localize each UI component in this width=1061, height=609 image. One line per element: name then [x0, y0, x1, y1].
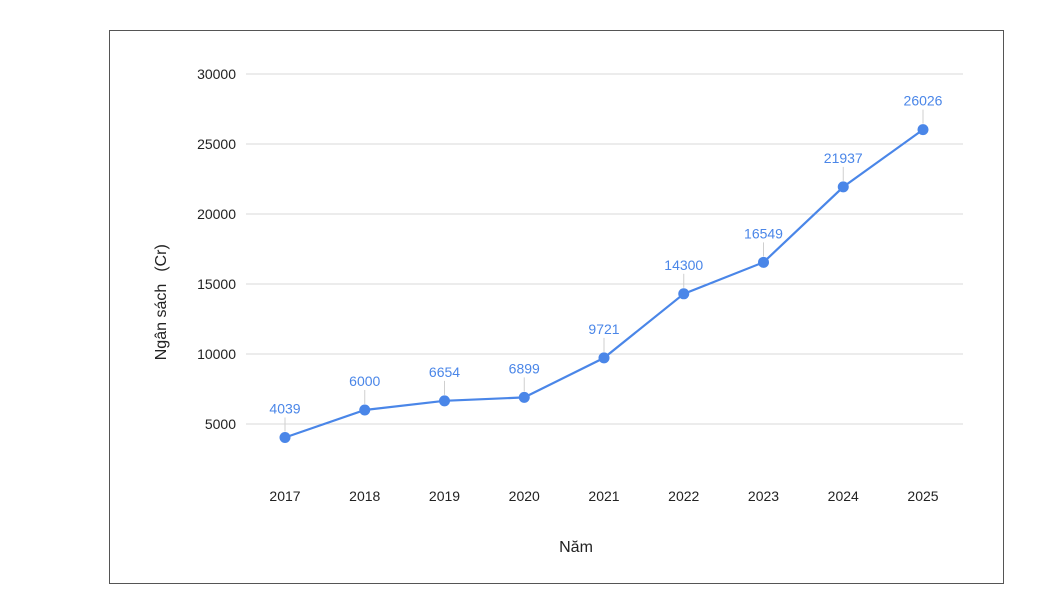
y-tick-label: 25000 [197, 136, 236, 152]
y-tick-label: 5000 [205, 416, 236, 432]
y-tick-label: 15000 [197, 276, 236, 292]
data-label: 21937 [824, 150, 863, 166]
data-label: 16549 [744, 225, 783, 241]
data-label: 26026 [904, 93, 943, 109]
gridlines [246, 73, 963, 425]
x-axis-title: Năm [559, 539, 593, 556]
data-point [279, 431, 291, 443]
data-label: 14300 [664, 257, 703, 273]
data-point [518, 391, 530, 403]
y-axis-unit: (Cr) [153, 244, 170, 272]
data-point [359, 404, 371, 416]
x-tick-label: 2021 [588, 488, 619, 504]
data-label: 6000 [349, 373, 380, 389]
x-tick-label: 2019 [429, 488, 460, 504]
x-tick-label: 2023 [748, 488, 779, 504]
data-point [758, 256, 769, 268]
x-tick-label: 2022 [668, 488, 699, 504]
data-label: 6654 [429, 364, 460, 380]
x-tick-label: 2025 [907, 488, 938, 504]
x-tick-label: 2017 [269, 488, 300, 504]
y-axis-title: Ngân sách [153, 284, 170, 361]
y-tick-label: 10000 [197, 346, 236, 362]
y-tick-label: 30000 [197, 66, 236, 82]
x-tick-label: 2018 [349, 488, 380, 504]
data-label: 6899 [509, 360, 540, 376]
data-point [917, 124, 929, 136]
data-label-leaders [284, 109, 924, 432]
data-point [439, 395, 450, 407]
x-tick-labels: 2017 2018 2019 2020 2021 2022 2023 2024 2025 [269, 488, 938, 504]
data-point [678, 288, 690, 300]
data-label: 9721 [588, 321, 619, 337]
chart-frame [109, 30, 1004, 584]
x-tick-label: 2024 [828, 488, 859, 504]
data-point [837, 181, 849, 193]
data-label: 4039 [269, 400, 300, 416]
y-tick-label: 20000 [197, 206, 236, 222]
data-labels: 4039 6000 6654 6899 9721 14300 16549 21937 26026 [269, 93, 942, 417]
data-points [279, 124, 929, 443]
x-tick-label: 2020 [509, 488, 540, 504]
y-tick-labels: 5000 10000 15000 20000 25000 30000 [197, 66, 236, 432]
data-point [598, 352, 610, 364]
